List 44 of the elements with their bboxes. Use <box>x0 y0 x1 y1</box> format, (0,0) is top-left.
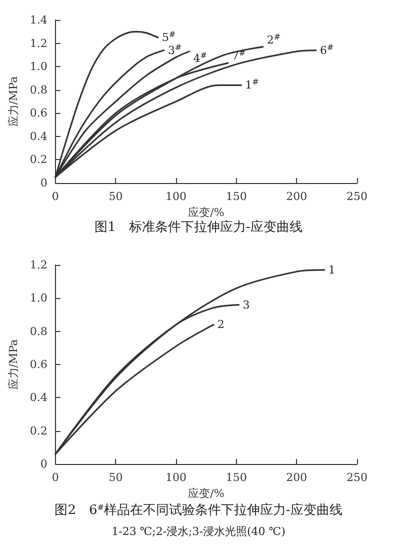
x-tick-label: 200 <box>286 471 308 484</box>
series-label: 5# <box>162 30 176 44</box>
y-tick-label: 0.4 <box>30 130 48 143</box>
x-tick-label: 50 <box>108 471 123 484</box>
y-tick-label: 0.4 <box>30 391 48 404</box>
x-tick-label: 100 <box>166 190 187 203</box>
y-tick-label: 0 <box>40 458 48 470</box>
series-label: 3# <box>168 42 182 57</box>
y-tick-label: 0.6 <box>30 106 48 120</box>
x-tick-label: 200 <box>286 190 308 203</box>
y-tick-label: 0.6 <box>30 358 48 371</box>
y-tick-label: 1.0 <box>30 292 48 305</box>
x-tick-label: 250 <box>346 190 368 203</box>
y-tick-label: 0 <box>40 176 48 190</box>
x-tick-label: 100 <box>166 471 187 484</box>
y-axis-title: 应力/MPa <box>7 338 20 390</box>
text: 图2 6#样品在不同试验条件下拉伸应力-应变曲线 <box>54 502 342 518</box>
y-tick-label: 1.4 <box>30 14 48 26</box>
x-tick-label: 150 <box>226 471 247 484</box>
y-tick-label: 1.2 <box>30 258 48 272</box>
y-tick-label: 1.0 <box>30 60 48 74</box>
y-axis-title: 应力/MPa <box>7 76 20 127</box>
y-tick-label: 0.2 <box>30 424 48 438</box>
x-tick-label: 0 <box>52 471 59 484</box>
y-tick-label: 1.2 <box>30 36 48 50</box>
series-label: 7# <box>232 48 246 63</box>
x-tick-label: 150 <box>226 190 247 203</box>
y-tick-label: 0.8 <box>30 324 48 338</box>
text: 图1 标准条件下拉伸应力-应变曲线 <box>94 219 302 235</box>
series-label: 1# <box>245 78 260 92</box>
y-tick-label: 0.8 <box>30 83 48 96</box>
x-axis-title: 应变/% <box>188 486 224 500</box>
x-tick-label: 50 <box>108 190 123 203</box>
y-tick-label: 0.2 <box>30 153 48 166</box>
series-label: 6# <box>320 42 334 57</box>
x-tick-label: 0 <box>52 190 59 203</box>
text: 1-23 ℃;2-浸水;3-浸水光照(40 ℃) <box>112 525 286 538</box>
x-axis-title: 应变/% <box>188 206 224 219</box>
series-label: 3 <box>242 298 250 312</box>
x-tick-label: 250 <box>346 471 368 484</box>
series-label: 2# <box>266 32 281 46</box>
series-label: 1 <box>328 263 336 276</box>
series-label: 4# <box>193 50 208 65</box>
series-label: 2 <box>217 318 224 332</box>
